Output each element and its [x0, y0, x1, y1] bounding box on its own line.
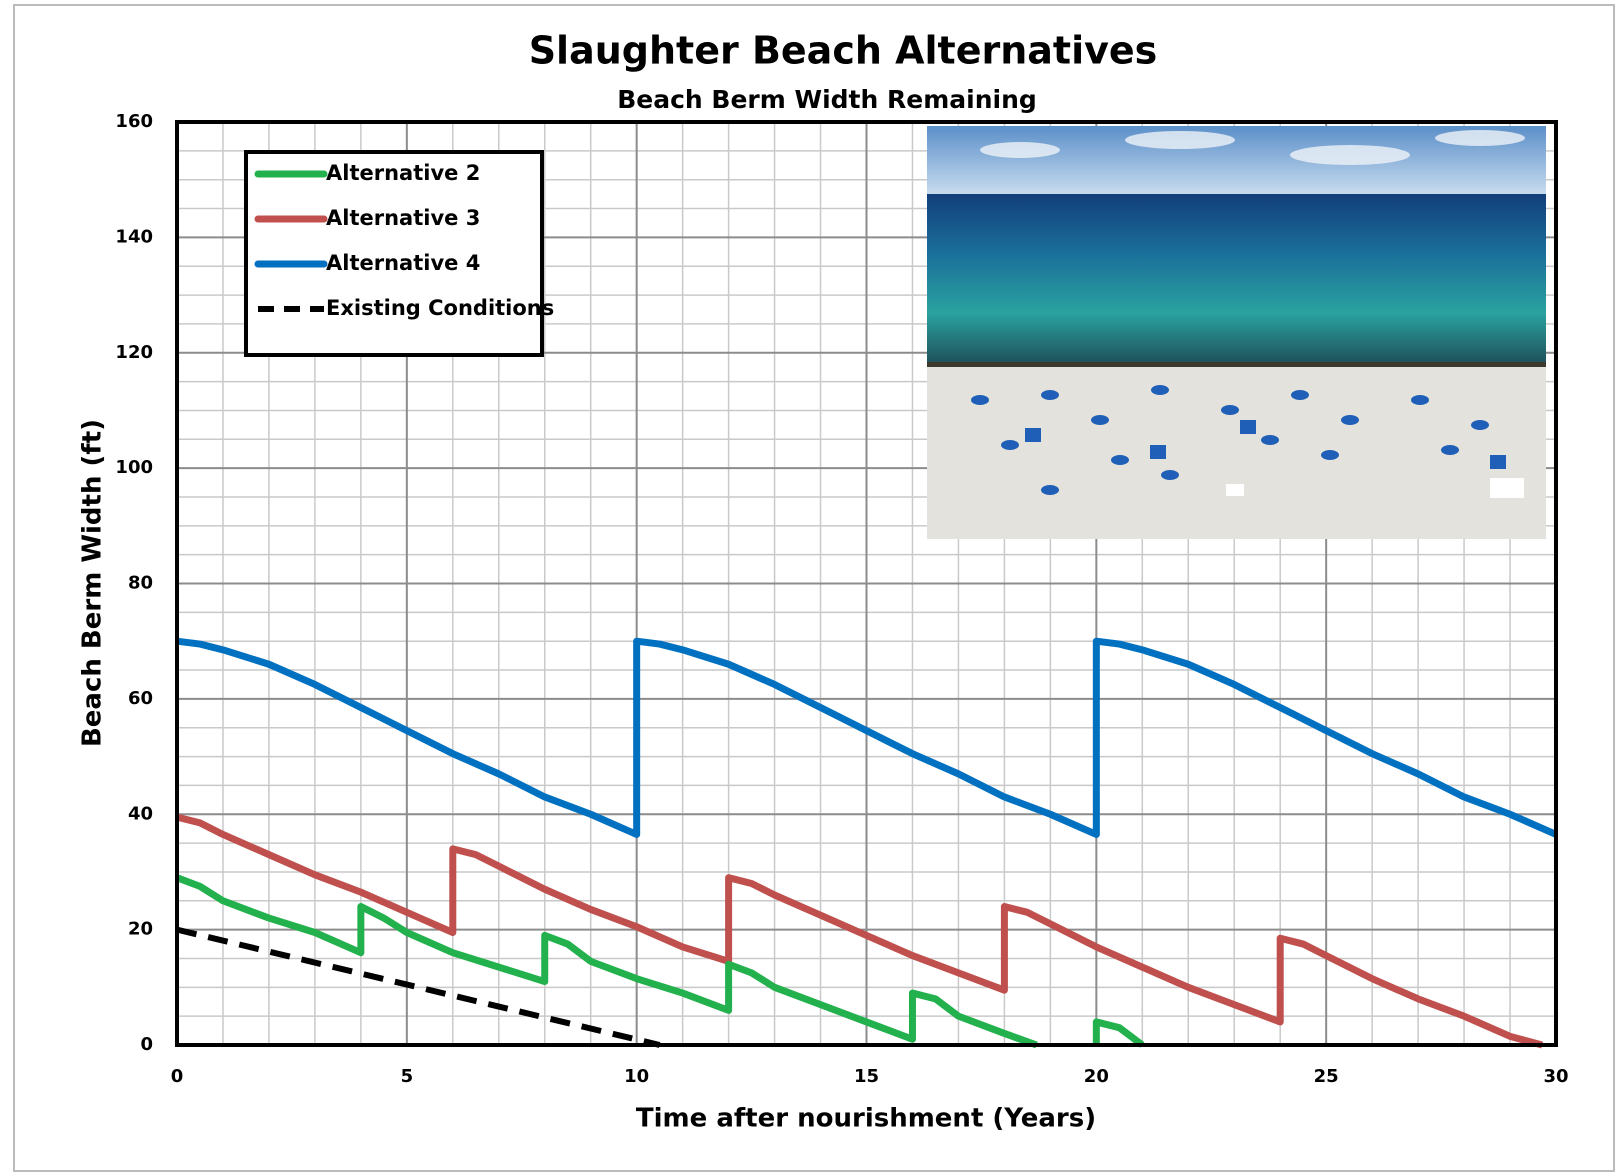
y-tick-label: 140 [115, 226, 153, 247]
x-tick-label: 5 [401, 1066, 414, 1087]
y-tick-label: 60 [128, 688, 153, 709]
x-tick-label: 15 [854, 1066, 879, 1087]
legend-label: Existing Conditions [326, 296, 554, 320]
chart-title: Slaughter Beach Alternatives [529, 29, 1158, 73]
x-axis-label: Time after nourishment (Years) [636, 1104, 1096, 1134]
y-tick-label: 160 [115, 111, 153, 132]
y-tick-label: 80 [128, 573, 153, 594]
y-tick-label: 40 [128, 803, 153, 824]
legend-label: Alternative 2 [326, 161, 480, 185]
y-tick-label: 0 [140, 1034, 153, 1055]
x-tick-label: 25 [1314, 1066, 1339, 1087]
y-tick-label: 100 [115, 457, 153, 478]
y-tick-label: 20 [128, 919, 153, 940]
chart-subtitle: Beach Berm Width Remaining [617, 85, 1037, 114]
beach-photo [927, 126, 1546, 539]
x-tick-label: 20 [1084, 1066, 1109, 1087]
y-axis-label: Beach Berm Width (ft) [78, 419, 108, 747]
chart: Slaughter Beach Alternatives Beach Berm … [0, 0, 1619, 1176]
page: Slaughter Beach Alternatives Beach Berm … [0, 0, 1619, 1176]
y-tick-label: 120 [115, 342, 153, 363]
x-tick-label: 30 [1543, 1066, 1568, 1087]
legend-label: Alternative 3 [326, 206, 480, 230]
x-tick-label: 10 [624, 1066, 649, 1087]
x-tick-label: 0 [171, 1066, 184, 1087]
legend: Alternative 2 Alternative 3 Alternative 4 E… [246, 152, 554, 355]
legend-label: Alternative 4 [326, 251, 480, 275]
